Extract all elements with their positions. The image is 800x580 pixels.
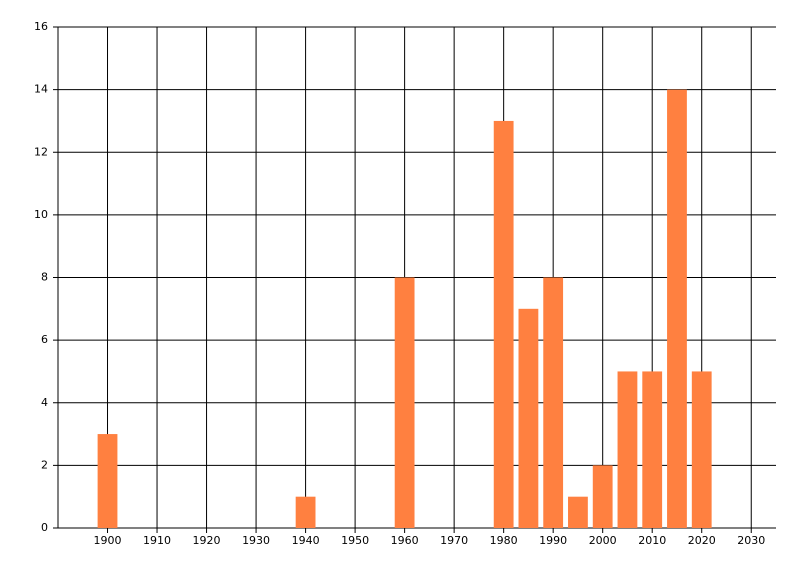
x-tick-label: 2010 <box>638 534 666 547</box>
y-tick-label: 8 <box>41 271 48 284</box>
x-tick-label: 1930 <box>242 534 270 547</box>
x-tick-label: 2020 <box>688 534 716 547</box>
bar <box>97 434 118 528</box>
bar <box>617 371 638 528</box>
bar <box>592 465 613 528</box>
x-tick-label: 1940 <box>292 534 320 547</box>
y-tick-label: 12 <box>34 145 48 158</box>
bar <box>568 496 588 528</box>
bar <box>295 496 316 528</box>
y-tick-label: 4 <box>41 396 48 409</box>
bar <box>543 277 564 528</box>
x-tick-label: 1960 <box>391 534 419 547</box>
x-tick-label: 1980 <box>490 534 518 547</box>
y-tick-label: 14 <box>34 83 48 96</box>
y-tick-label: 16 <box>34 20 48 33</box>
x-tick-label: 1920 <box>193 534 221 547</box>
x-tick-label: 2000 <box>589 534 617 547</box>
x-tick-label: 1970 <box>440 534 468 547</box>
bar <box>642 371 663 528</box>
y-tick-label: 6 <box>41 333 48 346</box>
y-tick-label: 10 <box>34 208 48 221</box>
bar <box>493 120 514 528</box>
x-tick-label: 1910 <box>143 534 171 547</box>
bar <box>667 89 687 528</box>
x-tick-label: 2030 <box>737 534 765 547</box>
y-tick-label: 2 <box>41 458 48 471</box>
x-tick-label: 1900 <box>94 534 122 547</box>
bar <box>518 308 539 528</box>
x-tick-label: 1950 <box>341 534 369 547</box>
x-tick-label: 1990 <box>539 534 567 547</box>
bar <box>691 371 712 528</box>
y-tick-label: 0 <box>41 521 48 534</box>
bar <box>394 277 415 528</box>
